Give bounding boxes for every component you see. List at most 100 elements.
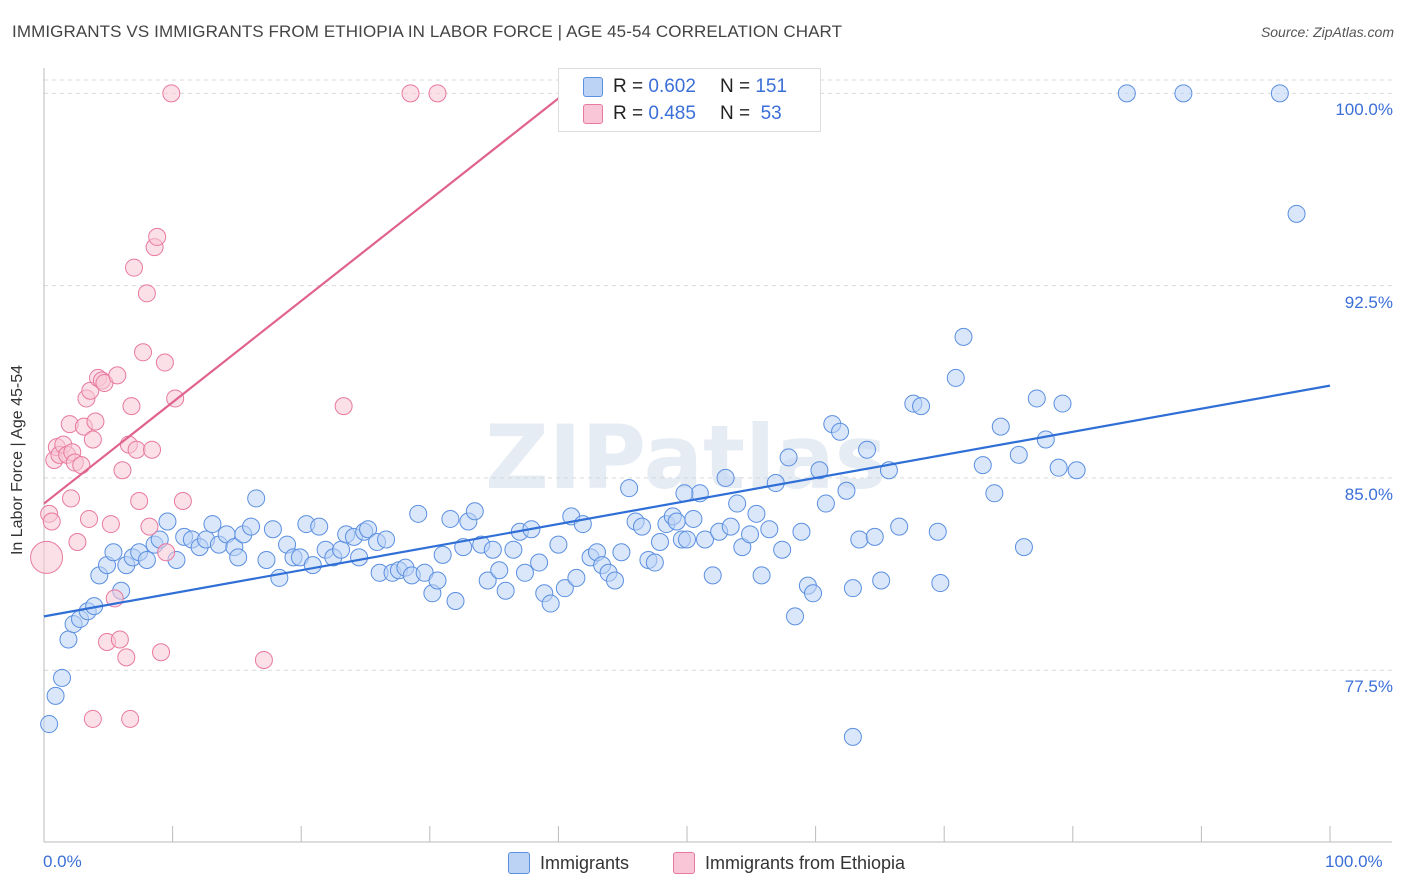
ethiopia-point	[157, 543, 176, 562]
ethiopia-trendline	[43, 92, 566, 505]
x-tick-label-max: 100.0%	[1325, 852, 1383, 871]
ethiopia-point	[130, 491, 149, 510]
y-axis-label: In Labor Force | Age 45-54	[9, 364, 26, 556]
immigrants-point	[247, 489, 266, 508]
axes	[43, 68, 1392, 843]
ethiopia-point	[401, 84, 420, 103]
immigrants-point	[721, 517, 740, 536]
immigrants-point	[931, 574, 950, 593]
ethiopia-point	[125, 258, 144, 277]
legend-r-value-immigrants: 0.602	[648, 76, 696, 97]
immigrants-series	[40, 84, 1306, 746]
immigrants-point	[104, 543, 123, 562]
y-tick-label: 77.5%	[1344, 677, 1393, 697]
bottom-legend-immigrants: Immigrants	[508, 852, 629, 874]
ethiopia-point	[140, 517, 159, 536]
immigrants-point	[350, 548, 369, 567]
ethiopia-point	[80, 509, 99, 528]
correlation-legend: R = 0.602 N = 151 R = 0.485 N = 53	[558, 68, 821, 132]
legend-n-value-ethiopia: 53	[760, 103, 782, 124]
immigrants-point	[792, 522, 811, 541]
immigrants-point	[359, 520, 378, 539]
y-tick-label: 85.0%	[1344, 484, 1393, 504]
legend-r-label: R =	[613, 103, 644, 124]
ethiopia-point	[428, 84, 447, 103]
ethiopia-point	[148, 227, 167, 246]
immigrants-point	[741, 525, 760, 544]
immigrants-point	[843, 727, 862, 746]
immigrants-point	[747, 504, 766, 523]
trendlines	[43, 92, 1331, 618]
ethiopia-point	[134, 343, 153, 362]
immigrants-point	[954, 327, 973, 346]
immigrants-point	[257, 550, 276, 569]
immigrants-point	[985, 484, 1004, 503]
immigrants-point	[1117, 84, 1136, 103]
ethiopia-point	[68, 533, 87, 552]
bottom-legend-swatch-ethiopia	[673, 852, 695, 874]
immigrants-point	[632, 517, 651, 536]
immigrants-point	[310, 517, 329, 536]
immigrants-point	[530, 553, 549, 572]
immigrants-point	[865, 527, 884, 546]
immigrants-point	[858, 440, 877, 459]
immigrants-point	[465, 502, 484, 521]
y-tick-label: 100.0%	[1335, 100, 1393, 120]
bottom-legend-swatch-immigrants	[508, 852, 530, 874]
immigrants-point	[541, 594, 560, 613]
immigrants-point	[567, 568, 586, 587]
immigrants-point	[773, 540, 792, 559]
immigrants-point	[1049, 458, 1068, 477]
immigrants-point	[504, 540, 523, 559]
x-tick-label-min: 0.0%	[43, 852, 82, 871]
ethiopia-point	[162, 84, 181, 103]
ethiopia-point	[152, 643, 171, 662]
immigrants-point	[409, 504, 428, 523]
immigrants-point	[991, 417, 1010, 436]
ethiopia-point	[113, 461, 132, 480]
immigrants-point	[928, 522, 947, 541]
ethiopia-point	[143, 440, 162, 459]
ethiopia-point	[117, 648, 136, 667]
ethiopia-point	[110, 630, 129, 649]
legend-n-value-immigrants: 151	[755, 76, 788, 97]
immigrants-point	[203, 515, 222, 534]
immigrants-point	[779, 448, 798, 467]
immigrants-point	[843, 579, 862, 598]
immigrants-point	[912, 397, 931, 416]
immigrants-point	[263, 520, 282, 539]
chart-title: IMMIGRANTS VS IMMIGRANTS FROM ETHIOPIA I…	[12, 22, 843, 41]
immigrants-point	[59, 630, 78, 649]
immigrants-point	[650, 533, 669, 552]
legend-n-label: N =	[719, 76, 751, 97]
immigrants-point	[303, 556, 322, 575]
ethiopia-point	[86, 412, 105, 431]
ethiopia-point	[72, 456, 91, 475]
immigrants-point	[137, 550, 156, 569]
immigrants-point	[816, 494, 835, 513]
immigrants-point	[40, 715, 59, 734]
immigrants-point	[490, 561, 509, 580]
legend-r-value-ethiopia: 0.485	[648, 103, 696, 124]
immigrants-point	[555, 579, 574, 598]
immigrants-point	[1027, 389, 1046, 408]
ethiopia-point	[83, 430, 102, 449]
immigrants-point	[158, 512, 177, 531]
legend-r-label: R =	[613, 76, 644, 97]
immigrants-point	[760, 520, 779, 539]
immigrants-point	[1014, 538, 1033, 557]
ethiopia-point	[83, 709, 102, 728]
ethiopia-point	[334, 397, 353, 416]
immigrants-point	[620, 479, 639, 498]
immigrants-point	[46, 686, 65, 705]
ethiopia-point	[30, 540, 64, 574]
ethiopia-point	[127, 440, 146, 459]
immigrants-point	[850, 530, 869, 549]
immigrants-point	[515, 563, 534, 582]
ethiopia-point	[122, 397, 141, 416]
y-tick-label: 92.5%	[1344, 292, 1393, 312]
immigrants-point	[831, 422, 850, 441]
legend-row-ethiopia: R = 0.485 N = 53	[583, 102, 782, 126]
immigrants-point	[804, 584, 823, 603]
